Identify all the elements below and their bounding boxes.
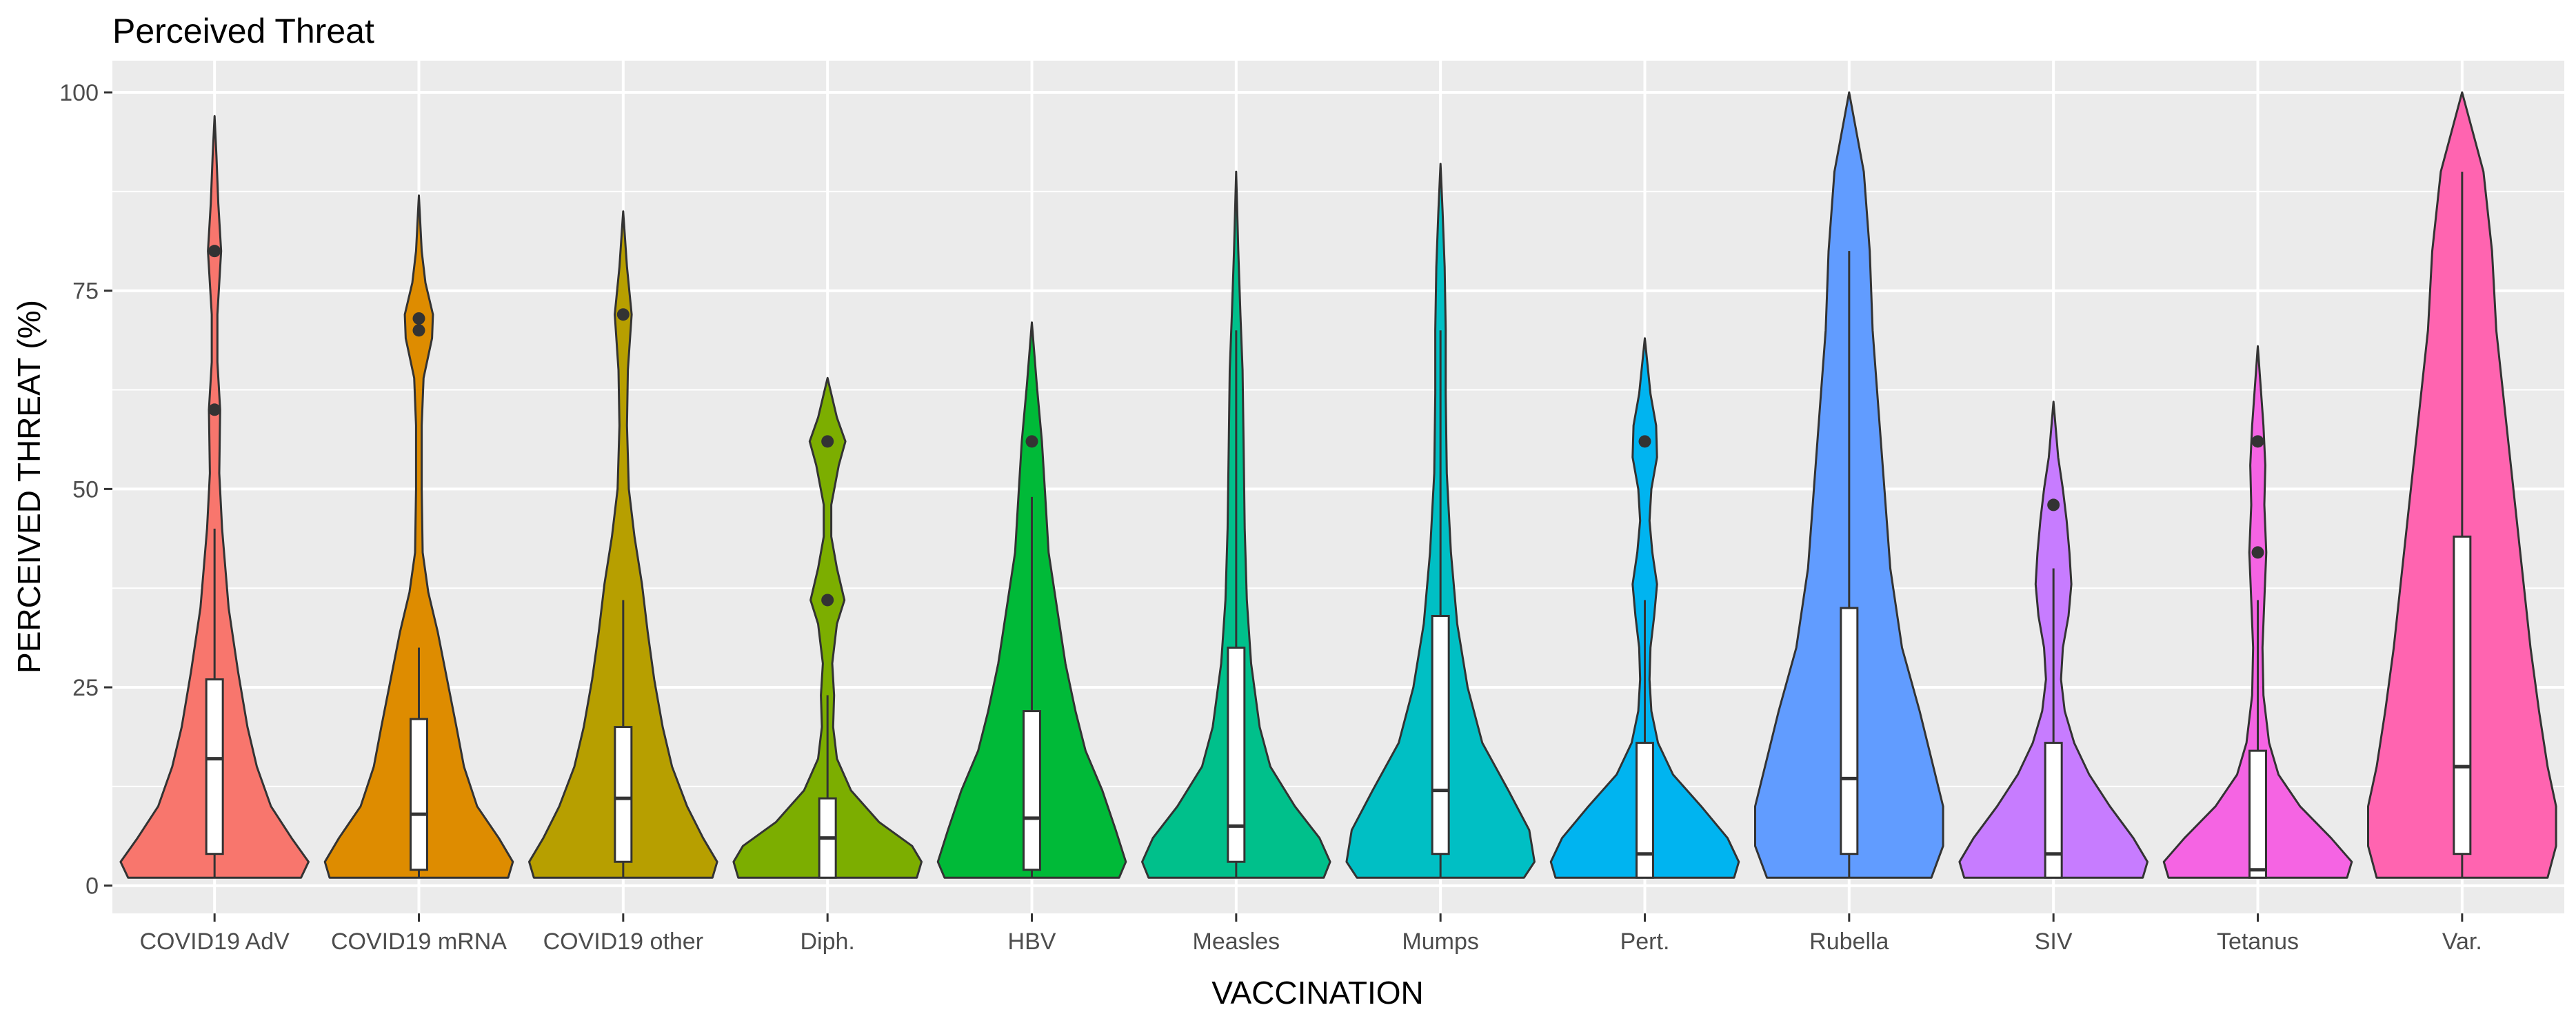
outlier-point xyxy=(412,312,425,325)
x-tick-label: Diph. xyxy=(800,929,854,955)
x-tick-label: Measles xyxy=(1193,929,1280,955)
outlier-point xyxy=(821,435,834,448)
box-iqr xyxy=(1840,607,1859,855)
y-tick-label: 100 xyxy=(59,80,99,106)
outlier-point xyxy=(821,594,834,607)
outlier-point xyxy=(2251,546,2264,559)
y-tick-label: 25 xyxy=(72,675,99,701)
x-tick-label: COVID19 mRNA xyxy=(331,929,507,955)
violin-group xyxy=(732,376,923,879)
x-axis-title: VACCINATION xyxy=(1211,975,1424,1011)
violin-body xyxy=(732,376,923,879)
x-tick-label: Mumps xyxy=(1402,929,1478,955)
y-axis: 0 25 50 75 100 xyxy=(59,80,112,900)
box-iqr xyxy=(1431,614,1450,855)
x-tick-label: Var. xyxy=(2442,929,2482,955)
x-tick-label: Tetanus xyxy=(2217,929,2299,955)
violin-group xyxy=(323,194,514,879)
violin-group xyxy=(2162,345,2353,879)
y-tick-label: 75 xyxy=(72,278,99,305)
violin-group xyxy=(1549,337,1740,879)
y-axis-title: PERCEIVED THREAT (%) xyxy=(11,300,47,673)
box-iqr xyxy=(614,726,633,863)
x-tick-label: Pert. xyxy=(1620,929,1670,955)
plot-panel xyxy=(112,61,2564,913)
y-tick-label: 50 xyxy=(72,476,99,503)
outlier-point xyxy=(2047,498,2060,512)
violin-group xyxy=(1141,170,1331,879)
violin-group xyxy=(1345,163,1536,879)
chart-title: Perceived Threat xyxy=(112,12,374,50)
x-tick-label: Rubella xyxy=(1809,929,1889,955)
box-iqr xyxy=(2044,742,2063,879)
x-tick-label: COVID19 other xyxy=(543,929,703,955)
outlier-point xyxy=(208,245,221,258)
violin-body xyxy=(323,194,514,879)
box-iqr xyxy=(410,718,428,871)
outlier-point xyxy=(412,324,425,337)
violin-group xyxy=(1958,401,2149,879)
outlier-point xyxy=(1025,435,1038,448)
outlier-point xyxy=(616,308,630,321)
violin-body xyxy=(119,115,310,879)
outlier-point xyxy=(1638,435,1651,448)
violin-group xyxy=(1754,91,1944,879)
violin-group xyxy=(936,321,1127,879)
violin-group xyxy=(2367,91,2557,879)
y-tick-label: 0 xyxy=(85,873,99,900)
x-axis: COVID19 AdV COVID19 mRNA COVID19 other Diph… xyxy=(139,913,2482,955)
box-iqr xyxy=(205,678,224,855)
outlier-point xyxy=(2251,435,2264,448)
violin-body xyxy=(528,210,718,879)
x-tick-label: COVID19 AdV xyxy=(139,929,290,955)
outlier-point xyxy=(208,403,221,416)
violin-group xyxy=(119,115,310,879)
box-iqr xyxy=(2248,749,2267,879)
violin-group xyxy=(528,210,718,879)
violins xyxy=(119,91,2557,879)
box-iqr xyxy=(2453,535,2472,855)
box-iqr xyxy=(1227,647,1246,863)
x-tick-label: HBV xyxy=(1008,929,1056,955)
box-iqr xyxy=(1023,710,1041,871)
x-tick-label: SIV xyxy=(2035,929,2073,955)
box-iqr xyxy=(1636,742,1654,879)
